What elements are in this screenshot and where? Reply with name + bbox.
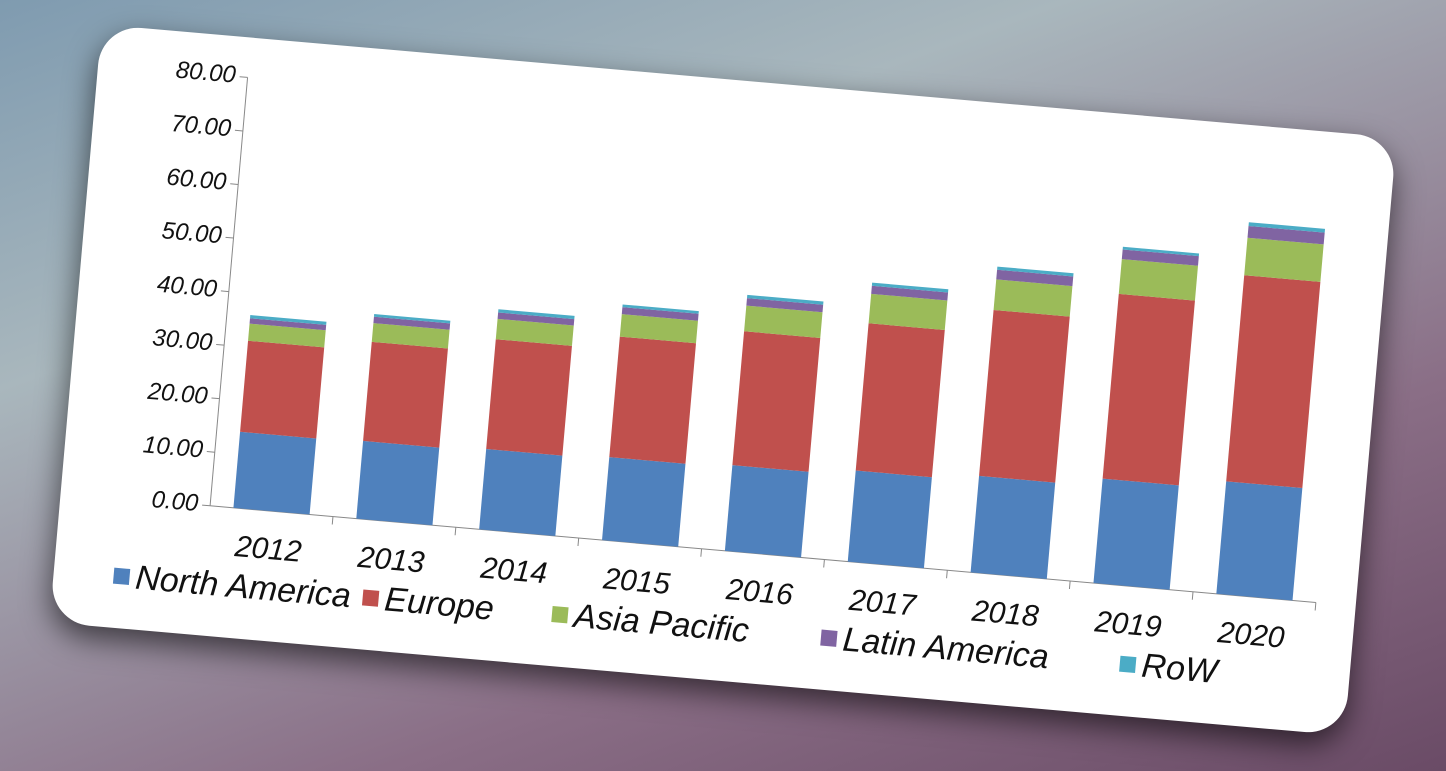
y-tick-label: 50.00 — [161, 217, 224, 249]
bar-segment — [1093, 478, 1179, 590]
x-tick — [1314, 602, 1317, 611]
y-tick-label: 20.00 — [146, 378, 210, 410]
bar-segment — [486, 339, 572, 456]
bar-segment — [609, 336, 696, 464]
bar-segment — [732, 331, 821, 472]
x-tick-label: 2018 — [970, 594, 1041, 633]
bar-segment — [1122, 246, 1200, 257]
bar-segment — [356, 440, 440, 526]
bar-segment — [979, 309, 1070, 483]
legend-label: Asia Pacific — [570, 597, 750, 650]
bar-segment — [996, 269, 1074, 287]
y-tick-label: 30.00 — [151, 324, 214, 356]
legend-label: Europe — [383, 580, 496, 627]
y-tick — [239, 76, 248, 78]
x-tick — [331, 516, 334, 525]
bar-segment — [871, 282, 949, 293]
bar-segment — [1247, 225, 1325, 245]
bar-segment — [497, 312, 575, 326]
bar-segment — [868, 293, 948, 330]
bar-segment — [993, 279, 1073, 317]
x-tick-label: 2020 — [1215, 616, 1286, 655]
y-tick — [220, 290, 229, 293]
legend-swatch — [551, 606, 569, 624]
bar-segment — [1102, 293, 1195, 486]
y-tick-label: 40.00 — [156, 271, 219, 303]
y-tick-label: 80.00 — [175, 57, 238, 89]
bar-segment — [373, 314, 451, 324]
x-tick-label: 2017 — [847, 584, 919, 623]
bar-segment — [619, 314, 698, 344]
y-tick — [206, 451, 215, 453]
y-tick — [230, 183, 239, 186]
legend-label: North America — [134, 559, 353, 616]
x-tick — [1068, 580, 1071, 590]
bar-segment — [602, 457, 686, 547]
bar-segment — [373, 316, 451, 330]
chart-card: 0.00 10.00 20.00 30.00 40.00 50.00 60.00 70.00 8… — [49, 24, 1397, 736]
x-tick-label: 2013 — [355, 541, 426, 580]
bar-segment — [248, 323, 326, 348]
bar-segment — [498, 309, 575, 320]
y-tick-label: 0.00 — [151, 486, 201, 517]
legend-swatch — [820, 629, 838, 647]
y-tick — [202, 504, 211, 507]
bar-segment — [970, 475, 1056, 579]
bar-segment — [621, 307, 699, 321]
legend-label: RoW — [1140, 647, 1221, 692]
bar-segment — [1226, 275, 1321, 489]
y-tick-label: 60.00 — [165, 164, 228, 196]
x-tick — [454, 527, 457, 536]
y-tick-label: 70.00 — [170, 110, 233, 142]
y-tick — [216, 343, 225, 346]
bar-segment — [1121, 249, 1199, 266]
x-tick — [1191, 591, 1194, 600]
y-tick-label: 10.00 — [142, 431, 205, 463]
chart: 0.00 10.00 20.00 30.00 40.00 50.00 60.00 70.00 8… — [112, 57, 1326, 692]
bar-segment — [855, 323, 945, 478]
bar-segment — [1216, 481, 1303, 601]
bar-segment — [1118, 259, 1198, 301]
bar-segment — [363, 341, 448, 448]
bar-segment — [744, 305, 823, 338]
bar-segment — [1244, 237, 1324, 282]
x-tick — [700, 548, 703, 557]
bar-segment — [371, 323, 450, 349]
x-tick — [823, 559, 825, 568]
y-tick — [225, 236, 234, 239]
bar-segment — [847, 470, 932, 569]
bar-segment — [746, 298, 824, 313]
x-tick-label: 2012 — [232, 530, 303, 569]
bar-segment — [249, 318, 327, 331]
x-tick-label: 2016 — [724, 573, 795, 612]
y-tick — [211, 397, 220, 400]
bar-segment — [622, 304, 699, 314]
bar-segment — [746, 294, 824, 305]
bar-segment — [240, 340, 325, 439]
legend-swatch — [361, 589, 380, 607]
bar-segment — [997, 266, 1074, 277]
legend-swatch — [112, 567, 131, 585]
bar-segment — [724, 465, 809, 558]
x-tick-label: 2014 — [478, 551, 548, 590]
x-tick-label: 2015 — [601, 562, 672, 601]
x-tick-label: 2019 — [1093, 605, 1164, 644]
bar-segment — [233, 431, 317, 515]
bar-segment — [250, 315, 327, 325]
bar-segment — [479, 448, 563, 536]
bar-segment — [1248, 222, 1326, 233]
bar-segment — [495, 318, 574, 346]
x-tick — [577, 537, 580, 547]
x-tick — [946, 570, 948, 579]
legend-swatch — [1119, 655, 1137, 674]
y-tick — [234, 129, 243, 132]
bar-segment — [871, 285, 949, 301]
